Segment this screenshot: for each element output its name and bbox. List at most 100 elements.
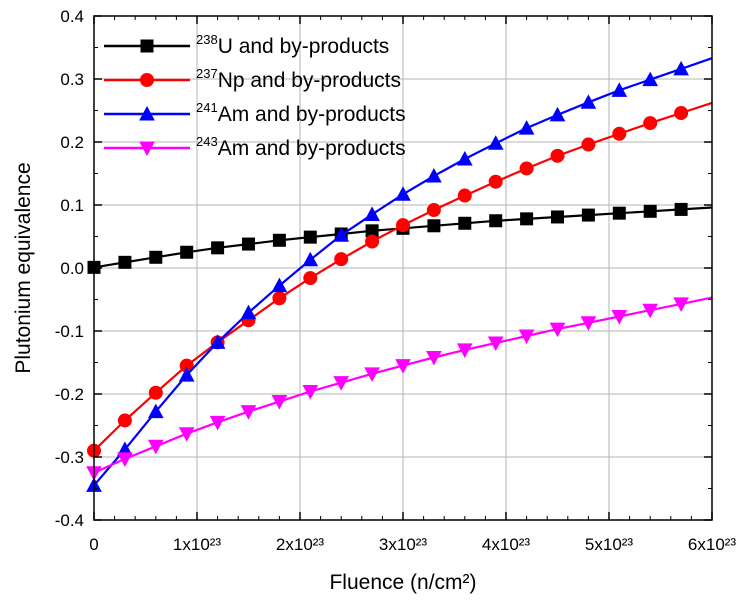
data-point [272, 291, 287, 306]
data-point [240, 405, 257, 420]
data-point [549, 322, 566, 338]
data-point [581, 137, 596, 152]
series-1 [87, 101, 713, 458]
legend-label-superscript: 237 [196, 66, 218, 81]
data-point [178, 367, 195, 382]
data-point [518, 329, 535, 345]
legend-marker [140, 73, 154, 87]
data-point [302, 251, 319, 267]
data-point [427, 219, 441, 233]
data-point [612, 206, 626, 220]
legend-label-text: U and by-products [218, 35, 390, 58]
data-point [458, 216, 472, 230]
legend-marker [139, 105, 155, 121]
x-tick-label: 6x10²³ [688, 535, 737, 554]
data-point [487, 135, 504, 150]
data-point [551, 210, 564, 224]
data-point [396, 218, 410, 233]
series-3 [86, 296, 713, 481]
data-point [489, 214, 503, 228]
data-point [364, 206, 380, 221]
data-point [580, 94, 597, 109]
data-point [426, 167, 442, 183]
data-point [581, 208, 595, 222]
y-tick-label: -0.1 [55, 322, 84, 341]
y-tick-label: 0.3 [60, 70, 84, 89]
legend-entry: 243Am and by-products [104, 134, 406, 160]
legend-marker [139, 141, 155, 157]
legend-label: 243Am and by-products [196, 134, 406, 160]
legend-label: 241Am and by-products [196, 100, 406, 126]
data-point [395, 359, 411, 374]
series-2 [86, 57, 713, 492]
data-point [456, 150, 473, 166]
data-point [426, 350, 442, 366]
data-point [673, 60, 689, 76]
y-tick-label: -0.4 [55, 511, 84, 530]
legend-label-text: Am and by-products [218, 137, 406, 160]
x-tick-label: 4x10²³ [482, 535, 531, 554]
data-point [303, 230, 317, 244]
grid [94, 16, 712, 520]
data-point [148, 385, 163, 400]
data-point [674, 202, 688, 216]
data-point [365, 234, 380, 249]
data-point [550, 148, 565, 163]
legend-label: 237Np and by-products [196, 66, 401, 92]
data-point [487, 336, 504, 352]
y-tick-label: 0.0 [60, 259, 84, 278]
y-tick-label: 0.2 [60, 133, 84, 152]
data-point [272, 233, 286, 247]
x-tick-label: 1x10²³ [173, 535, 222, 554]
legend-label: 238U and by-products [196, 32, 389, 58]
legend-marker [140, 39, 154, 53]
data-point [271, 395, 288, 410]
data-point [334, 252, 349, 267]
data-point [209, 415, 226, 431]
x-tick-label: 2x10²³ [276, 535, 325, 554]
legend-entry: 237Np and by-products [104, 66, 401, 92]
data-point [149, 250, 163, 264]
data-point [549, 106, 566, 122]
data-point [211, 241, 225, 255]
data-point [643, 204, 657, 218]
data-point [118, 255, 132, 269]
data-point [519, 161, 534, 176]
data-point [426, 203, 441, 218]
y-tick-label: -0.2 [55, 385, 84, 404]
y-axis-title: Plutonium equivalence [12, 162, 35, 373]
data-point [642, 303, 659, 319]
legend-label-text: Am and by-products [218, 103, 406, 126]
legend-label-superscript: 238 [196, 32, 218, 47]
data-point [271, 277, 288, 293]
legend-label-text: Np and by-products [218, 69, 401, 92]
data-point [457, 188, 472, 203]
legend-label-superscript: 243 [196, 134, 218, 149]
data-point [674, 106, 689, 121]
data-point [209, 334, 226, 349]
x-tick-label: 3x10²³ [379, 535, 428, 554]
data-point [612, 126, 627, 141]
legend-entry: 241Am and by-products [104, 100, 406, 126]
data-point [147, 439, 164, 455]
data-point [117, 413, 132, 428]
data-point [611, 310, 628, 325]
data-point [117, 452, 133, 467]
data-point [456, 343, 473, 358]
data-point [302, 384, 319, 400]
data-point [520, 212, 534, 226]
data-point [147, 403, 164, 419]
x-tick-label: 5x10²³ [585, 535, 634, 554]
data-point [240, 304, 257, 320]
legend-entry: 238U and by-products [104, 32, 389, 58]
series-0 [87, 202, 713, 274]
x-axis-title: Fluence (n/cm²) [329, 571, 476, 594]
legend-label-superscript: 241 [196, 100, 218, 115]
data-point [488, 174, 503, 189]
data-point [242, 237, 255, 251]
data-point [178, 427, 195, 442]
data-point [673, 297, 689, 312]
